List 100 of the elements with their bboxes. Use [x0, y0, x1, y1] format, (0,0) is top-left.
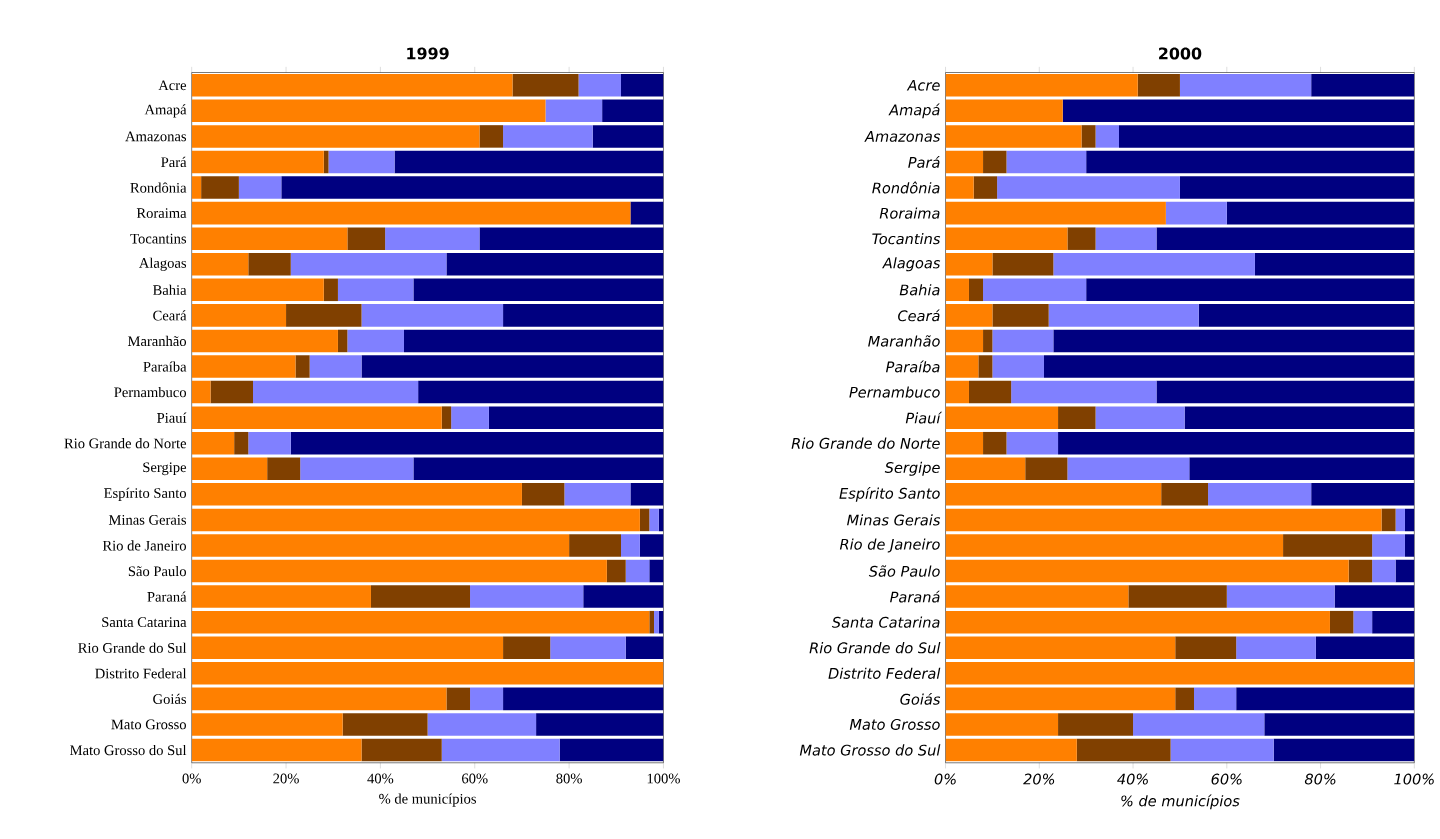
bar	[1395, 508, 1405, 532]
y-tick-label: Espírito Santo	[104, 487, 187, 501]
bar	[328, 150, 395, 174]
bar	[323, 278, 338, 301]
bar	[191, 431, 235, 455]
bar	[992, 329, 1054, 353]
y-tick-label: Pará	[161, 156, 187, 167]
y-tick-label: Amapá	[144, 104, 187, 118]
bar	[1095, 227, 1157, 250]
bar	[564, 482, 631, 506]
bar	[654, 610, 659, 634]
y-tick-label: Mato Grosso do Sul	[70, 744, 187, 755]
bar	[945, 227, 1068, 250]
y-tick-label: Sergipe	[143, 462, 187, 476]
bar	[1062, 99, 1415, 122]
bar	[945, 738, 1077, 762]
bar	[983, 329, 993, 353]
y-tick-label: Distrito Federal	[95, 668, 187, 679]
y-tick-label: Paraná	[890, 590, 940, 603]
bar	[945, 406, 1059, 429]
bar	[1194, 687, 1237, 710]
bar	[945, 687, 1176, 710]
bar	[983, 431, 1007, 455]
bar	[1175, 636, 1237, 659]
y-tick-label: Rio Grande do Sul	[809, 641, 941, 654]
bar	[649, 559, 664, 583]
bar	[1043, 355, 1415, 378]
bar	[1395, 559, 1415, 583]
y-tick-label: Roraima	[136, 208, 187, 218]
bar	[621, 534, 640, 557]
x-axis-title: % de municípios	[1121, 794, 1240, 810]
bar	[1329, 610, 1354, 634]
bar	[191, 125, 480, 148]
y-tick-label: Ceará	[898, 309, 940, 322]
bar	[1137, 73, 1180, 97]
bar	[1067, 227, 1096, 250]
y-tick-label: Espírito Santo	[839, 486, 940, 502]
y-tick-label: Rio Grande do Sul	[78, 642, 187, 653]
bar	[945, 304, 993, 327]
bar	[1381, 508, 1396, 532]
bar	[1226, 201, 1415, 225]
bar	[470, 687, 504, 710]
bar	[1311, 73, 1415, 97]
bar	[606, 559, 626, 583]
bar	[1372, 534, 1405, 557]
y-tick-label: Pará	[908, 155, 940, 168]
bar	[191, 304, 287, 327]
y-tick-label: Mato Grosso	[111, 719, 186, 730]
y-tick-label: Alagoas	[882, 257, 941, 272]
bar	[945, 355, 979, 378]
bar	[403, 329, 664, 353]
bar	[503, 125, 593, 148]
bar	[361, 738, 442, 762]
bar	[1184, 406, 1415, 429]
bar	[191, 713, 343, 736]
y-tick-label: Distrito Federal	[828, 667, 941, 679]
y-tick-label: Amapá	[888, 103, 940, 119]
bar	[512, 73, 579, 97]
bar	[945, 457, 1026, 480]
y-tick-label: Rio Grande do Norte	[791, 437, 940, 449]
bar	[248, 431, 291, 455]
bar	[1058, 406, 1096, 429]
bar	[639, 508, 650, 532]
bar	[1179, 176, 1415, 199]
bar	[1118, 125, 1415, 148]
bar	[983, 150, 1007, 174]
x-tick-label: 60%	[462, 773, 488, 784]
bar	[446, 687, 471, 710]
x-tick-label: 0%	[934, 773, 956, 785]
bar	[191, 380, 211, 404]
bar	[1076, 738, 1171, 762]
y-tick-label: Santa Catarina	[102, 617, 187, 627]
bar	[191, 227, 348, 250]
bar	[1236, 687, 1415, 710]
bar	[470, 585, 584, 608]
y-tick-label: Santa Catarina	[831, 616, 940, 628]
bar	[201, 176, 239, 199]
y-tick-label: Rio de Janeiro	[102, 540, 187, 551]
bar	[1128, 585, 1227, 608]
bar	[578, 73, 622, 97]
bar	[649, 508, 659, 532]
bar	[1189, 457, 1415, 480]
bar	[945, 508, 1382, 532]
y-tick-label: Pernambuco	[114, 386, 187, 398]
bar	[968, 380, 1012, 404]
bar	[1081, 125, 1096, 148]
bar	[347, 329, 404, 353]
y-tick-label: Ceará	[153, 310, 187, 321]
bar	[210, 380, 254, 404]
bar	[290, 431, 664, 455]
bar	[649, 610, 655, 634]
bar	[1053, 329, 1415, 353]
bar	[342, 713, 428, 736]
y-tick-label: Maranhão	[127, 335, 187, 346]
x-tick-label: 20%	[273, 773, 299, 784]
x-tick-label: 60%	[1211, 773, 1242, 785]
bar	[983, 278, 1087, 301]
bar	[968, 278, 984, 301]
bar	[1086, 278, 1415, 301]
bar	[1053, 252, 1255, 276]
